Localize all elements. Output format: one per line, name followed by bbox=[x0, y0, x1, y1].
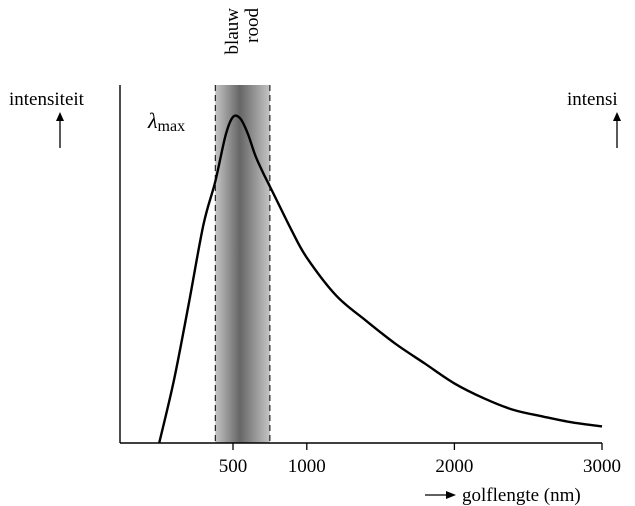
x-tick-label: 2000 bbox=[435, 456, 473, 477]
band-label-rood: rood bbox=[242, 8, 263, 43]
band-label-blauw: blauw bbox=[222, 8, 243, 55]
y-axis-label-right: intensi bbox=[567, 89, 618, 110]
x-axis-label: golflengte (nm) bbox=[462, 485, 581, 506]
x-axis-arrow-icon bbox=[425, 491, 456, 499]
x-tick-label: 500 bbox=[219, 456, 248, 477]
x-tick-label: 3000 bbox=[583, 456, 621, 477]
y-axis-label: intensiteit bbox=[9, 89, 85, 110]
lambda-max-label: λmax bbox=[147, 108, 185, 135]
lambda-subscript: max bbox=[158, 118, 186, 135]
visible-light-band bbox=[215, 85, 270, 443]
lambda-symbol: λ bbox=[147, 108, 158, 133]
x-ticks: 500 1000 2000 3000 bbox=[219, 443, 621, 477]
series-line bbox=[158, 114, 603, 444]
y-axis-arrow-icon bbox=[56, 112, 64, 148]
y-axis-arrow-right-icon bbox=[613, 112, 621, 148]
x-tick-label: 1000 bbox=[288, 456, 326, 477]
